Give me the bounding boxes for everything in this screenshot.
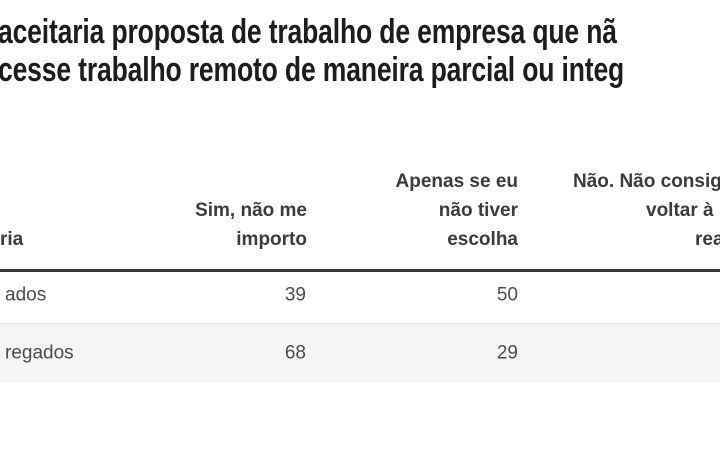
column-header-sim-nao-me-importo: Sim, não me importo	[195, 196, 307, 254]
chart-title-line2: cesse trabalho remoto de maneira parcial…	[0, 51, 625, 89]
chart-title-line1: aceitaria proposta de trabalho de empres…	[0, 13, 617, 51]
column-header-sim-line1: Sim, não me	[195, 200, 307, 221]
column-header-nao-line1: Não. Não consig	[573, 171, 720, 192]
column-header-nao-line3: rea	[695, 229, 720, 250]
row-1-value-sim: 39	[284, 283, 306, 305]
header-rule	[0, 269, 720, 272]
row-2-category-fragment: regados	[5, 342, 74, 364]
column-header-apenas-line1: Apenas se eu	[395, 171, 519, 192]
column-header-nao-line2: voltar à	[646, 200, 714, 221]
row-1-category-fragment: ados	[5, 283, 47, 305]
column-header-apenas-se-eu: Apenas se eu não tiver escolha	[396, 167, 519, 254]
column-header-sim-line2: importo	[236, 229, 307, 250]
row-2-value-sim: 68	[284, 342, 306, 364]
row-1-value-apenas: 50	[496, 283, 518, 305]
column-header-category-fragment: ria	[0, 229, 24, 250]
row-2-value-apenas: 29	[496, 342, 518, 364]
column-header-apenas-line2: não tiver	[438, 200, 518, 221]
column-header-apenas-line3: escolha	[447, 229, 518, 250]
table-row-1: ados 39 50	[0, 272, 720, 323]
table-row-2: regados 68 29	[0, 323, 720, 383]
